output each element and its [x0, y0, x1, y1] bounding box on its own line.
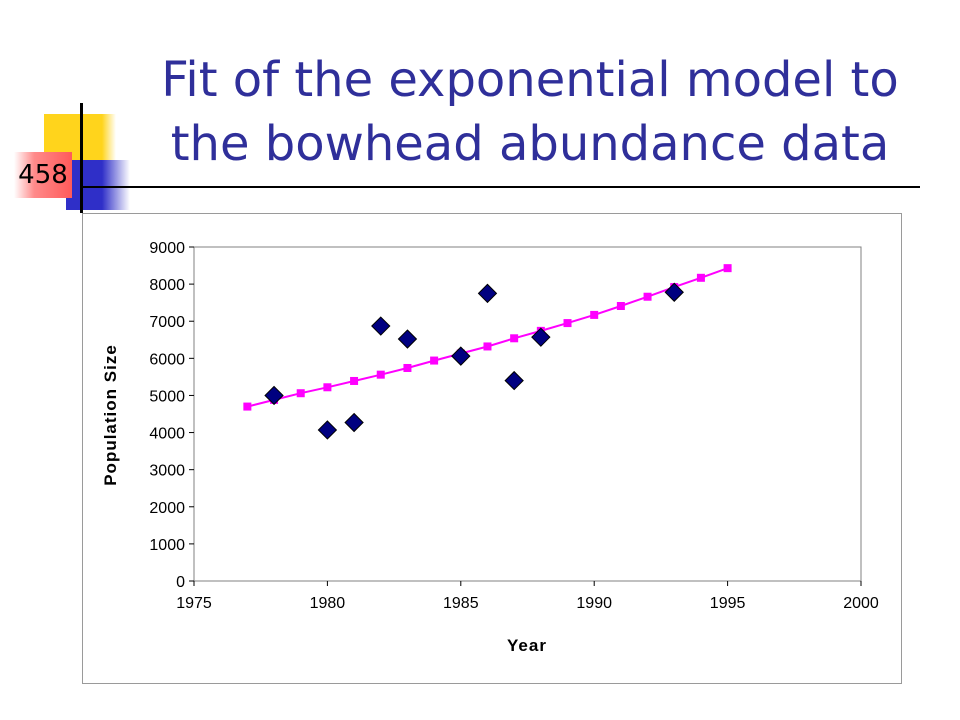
fitted-model-point: [483, 342, 492, 351]
decor-blue-fade: [102, 160, 130, 210]
y-tick-label: 4000: [149, 426, 185, 443]
observed-data-point: [664, 282, 684, 302]
fitted-model-point: [643, 292, 652, 301]
fitted-model-point: [296, 389, 305, 398]
fitted-model-point: [563, 319, 572, 328]
x-tick-label: 1990: [576, 595, 612, 612]
fitted-model-point: [430, 356, 439, 365]
decor-vertical-rule: [80, 103, 83, 213]
decor-blue-square: [66, 160, 102, 210]
x-tick-label: 1985: [443, 595, 479, 612]
observed-data-series: [264, 282, 684, 440]
observed-data-point: [504, 370, 524, 391]
slide-title-line-1: Fit of the exponential model to: [161, 52, 899, 108]
y-tick-label: 3000: [149, 463, 185, 480]
y-tick-label: 0: [176, 574, 185, 591]
y-tick-label: 8000: [149, 277, 185, 294]
slide-title: Fit of the exponential model to the bowh…: [120, 48, 940, 176]
y-axis-title: Population Size: [101, 344, 120, 486]
fitted-model-point: [723, 264, 732, 273]
observed-data-point: [397, 329, 418, 349]
x-axis: 1975 1980 1985 1990 1995 2000: [176, 581, 879, 612]
y-tick-label: 7000: [149, 314, 185, 331]
fitted-model-point: [243, 402, 252, 411]
x-axis-title: Year: [507, 636, 547, 655]
y-tick-label: 6000: [149, 351, 185, 368]
plot-area: [193, 246, 862, 582]
x-tick-label: 1995: [710, 595, 746, 612]
slide-number: 458: [18, 160, 68, 190]
scatter-chart: 0 1000 2000 3000 4000 5000 6000 7000 8000 9000 19…: [101, 240, 879, 655]
fitted-model-point: [590, 310, 599, 319]
fitted-model-point: [616, 302, 625, 311]
observed-data-point: [344, 412, 364, 433]
y-tick-label: 9000: [149, 240, 185, 257]
x-tick-label: 1975: [176, 595, 212, 612]
observed-data-point: [317, 420, 338, 440]
slide-number-badge: 458: [14, 152, 72, 198]
observed-data-point: [531, 327, 551, 347]
chart-frame: 0 1000 2000 3000 4000 5000 6000 7000 8000 9000 19…: [82, 213, 902, 684]
fitted-model-point: [376, 370, 385, 379]
x-tick-label: 2000: [843, 595, 879, 612]
y-tick-label: 2000: [149, 500, 185, 517]
observed-data-point: [451, 346, 471, 366]
slide-title-line-2: the bowhead abundance data: [170, 116, 890, 172]
observed-data-point: [371, 316, 391, 336]
fitted-model-point: [323, 383, 332, 392]
decor-horizontal-rule: [80, 186, 920, 188]
observed-data-point: [264, 385, 284, 406]
fitted-model-point: [510, 334, 519, 343]
fitted-model-point: [403, 363, 412, 372]
decor-yellow-fade: [102, 114, 116, 160]
y-axis: 0 1000 2000 3000 4000 5000 6000 7000 8000 9000: [149, 240, 194, 591]
x-tick-label: 1980: [310, 595, 346, 612]
y-tick-label: 5000: [149, 388, 185, 405]
fitted-model-point: [696, 273, 705, 282]
observed-data-point: [477, 283, 498, 304]
fitted-model-point: [350, 376, 359, 385]
y-tick-label: 1000: [149, 537, 185, 554]
